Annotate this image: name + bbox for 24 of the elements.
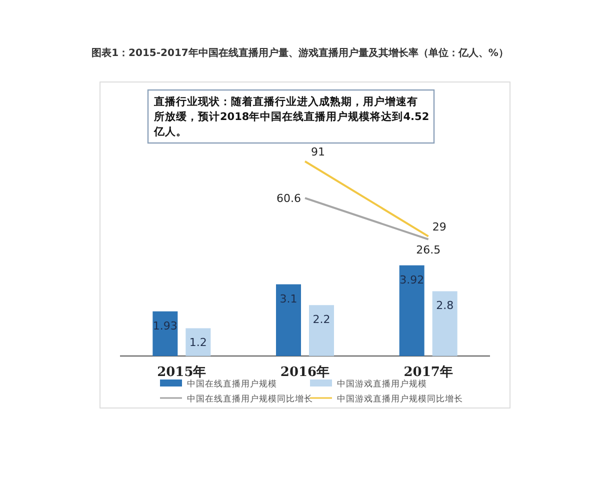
data-label: 29 bbox=[432, 220, 446, 234]
data-label: 3.1 bbox=[280, 292, 298, 306]
x-tick-label: 2015年 bbox=[157, 365, 206, 380]
x-tick-label: 2017年 bbox=[404, 365, 453, 380]
bar bbox=[186, 328, 211, 356]
legend-label: 中国游戏直播用户规模 bbox=[337, 378, 427, 390]
bar bbox=[399, 265, 424, 356]
legend-label: 中国游戏直播用户规模同比增长 bbox=[337, 394, 463, 404]
data-label: 2.8 bbox=[436, 299, 454, 312]
data-label: 60.6 bbox=[276, 192, 301, 206]
x-tick-label: 2016年 bbox=[280, 365, 330, 380]
data-label: 2.2 bbox=[312, 313, 330, 326]
data-label: 1.93 bbox=[152, 319, 178, 332]
chart-title: 图表1：2015-2017年中国在线直播用户量、游戏直播用户量及其增长率（单位：亿人、%） bbox=[92, 47, 508, 59]
bar bbox=[432, 291, 458, 356]
annotation: 直播行业现状：随着直播行业进入成熟期，用户增速有所放缓，预计2018年中国在线直播用户规模将达到4.52亿人。 bbox=[153, 95, 430, 138]
data-label: 1.2 bbox=[189, 336, 207, 350]
legend-label: 中国在线直播用户规模 bbox=[187, 378, 277, 390]
data-label: 3.92 bbox=[400, 273, 424, 286]
bar bbox=[152, 311, 178, 356]
bar bbox=[276, 284, 301, 356]
bar bbox=[309, 305, 334, 356]
data-label: 26.5 bbox=[416, 243, 441, 256]
data-label: 91 bbox=[311, 145, 325, 158]
